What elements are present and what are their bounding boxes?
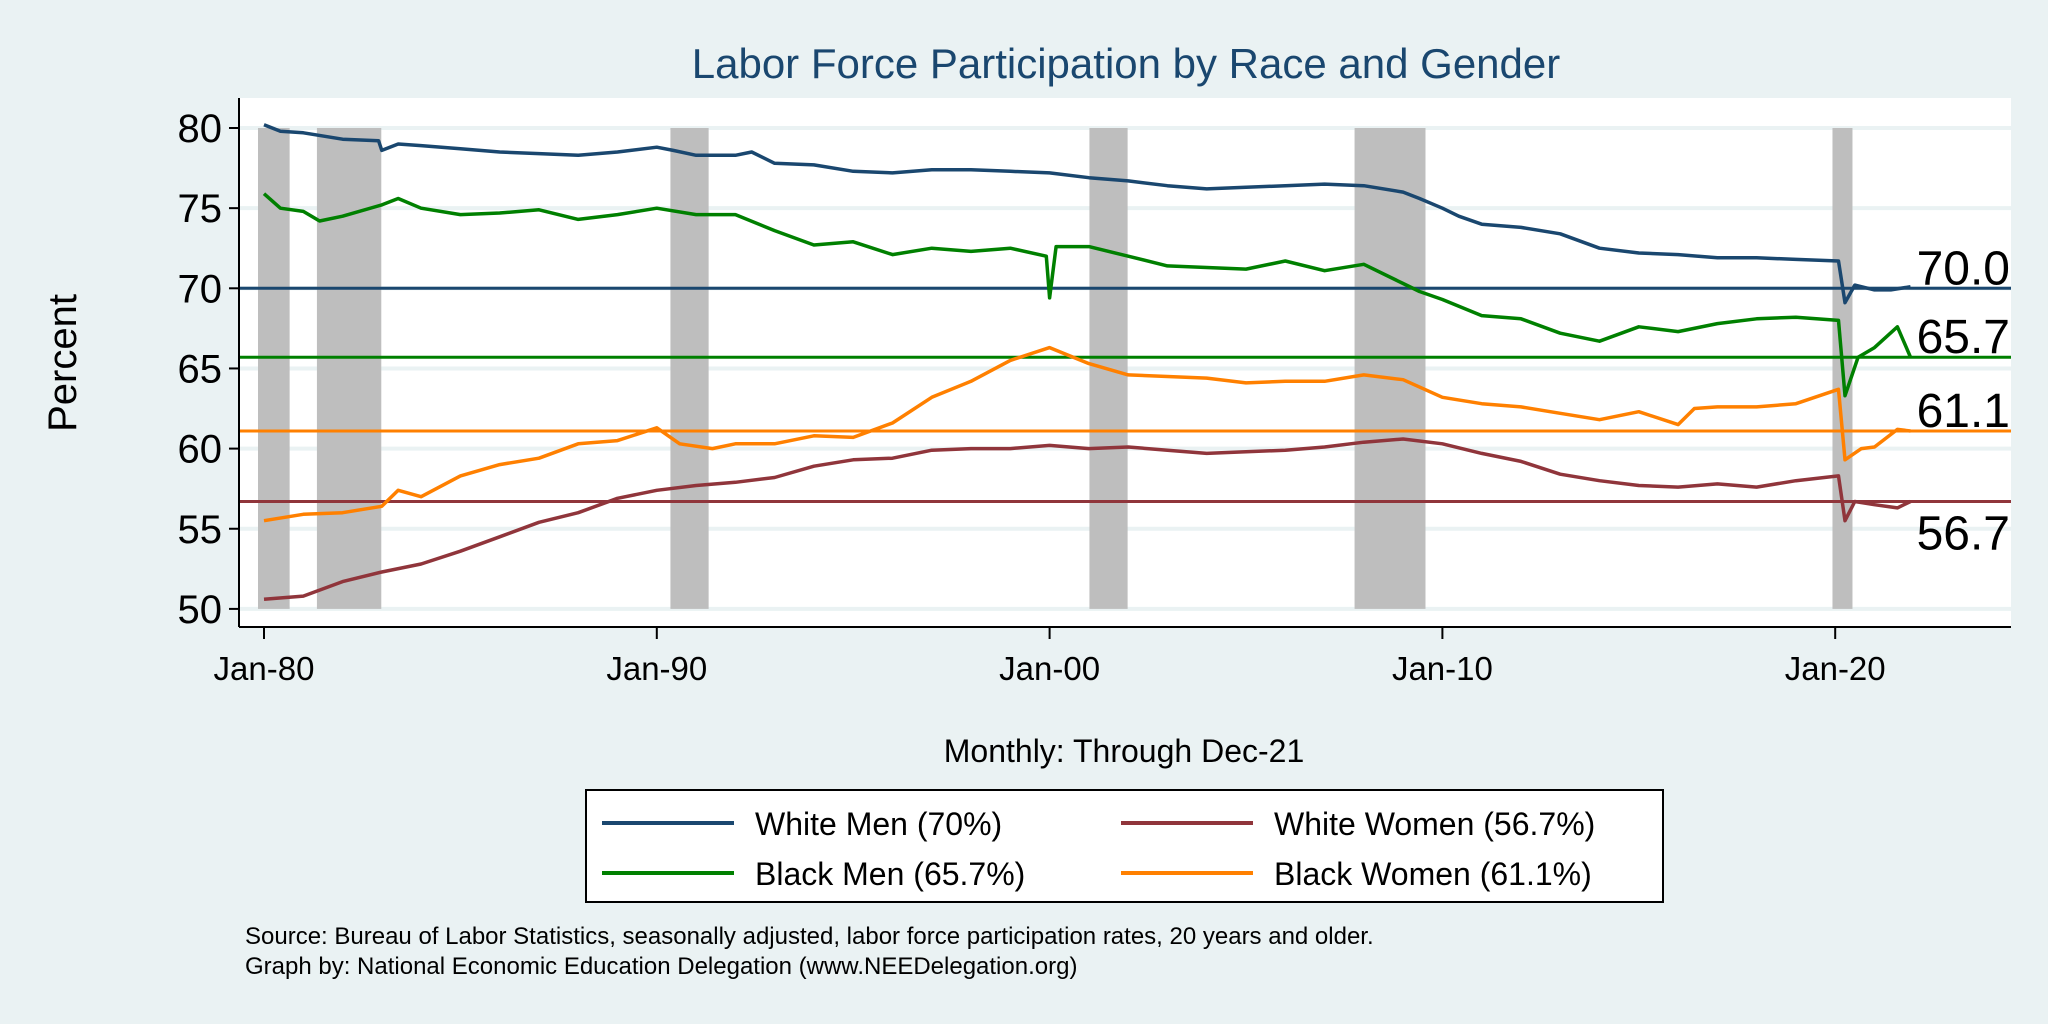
y-tick-label: 60 <box>178 428 223 472</box>
x-tick-label: Jan-10 <box>1392 650 1493 687</box>
reference-label: 61.1 <box>1917 385 2010 438</box>
series-line <box>263 345 1911 523</box>
series-line <box>263 123 1911 305</box>
legend-box <box>585 789 1664 903</box>
x-tick-label: Jan-00 <box>999 650 1100 687</box>
y-tick-label: 50 <box>178 588 223 632</box>
y-tick-label: 65 <box>178 347 223 391</box>
recession-band <box>670 128 709 609</box>
series-line <box>263 437 1912 602</box>
reference-labels: 70.0 65.7 61.1 56.7 <box>1917 242 2010 560</box>
recession-band <box>1354 128 1426 609</box>
legend-label-black-women: Black Women (61.1%) <box>1274 856 1592 892</box>
x-axis-label: Monthly: Through Dec-21 <box>944 733 1304 769</box>
x-tick-label: Jan-90 <box>606 650 707 687</box>
credit-note: Graph by: National Economic Education De… <box>245 953 1077 980</box>
series-lines <box>262 123 1913 602</box>
legend-label-black-men: Black Men (65.7%) <box>755 856 1025 892</box>
x-tick-label: Jan-20 <box>1785 650 1886 687</box>
recession-band <box>316 128 382 609</box>
reference-label: 56.7 <box>1917 507 2010 560</box>
chart-title: Labor Force Participation by Race and Ge… <box>692 40 1561 87</box>
y-tick-labels: 50 55 60 65 70 75 80 <box>178 107 239 632</box>
y-tick-label: 55 <box>178 508 223 552</box>
reference-lines <box>239 286 2011 503</box>
y-tick-label: 70 <box>178 267 223 311</box>
axes <box>238 98 2011 628</box>
reference-label: 70.0 <box>1917 242 2010 295</box>
recession-bands <box>258 128 1853 609</box>
x-tick-label: Jan-80 <box>214 650 315 687</box>
legend-label-white-women: White Women (56.7%) <box>1274 806 1595 842</box>
source-note: Source: Bureau of Labor Statistics, seas… <box>245 923 1374 950</box>
y-tick-label: 80 <box>178 107 223 151</box>
legend-label-white-men: White Men (70%) <box>755 806 1002 842</box>
y-tick-label: 75 <box>178 187 223 231</box>
reference-label: 65.7 <box>1917 311 2010 364</box>
y-axis-label: Percent <box>41 294 85 432</box>
legend: White Men (70%) White Women (56.7%) Blac… <box>585 789 1664 903</box>
x-tick-labels: Jan-80 Jan-90 Jan-00 Jan-10 Jan-20 <box>214 627 1886 687</box>
series-line <box>262 192 1913 398</box>
